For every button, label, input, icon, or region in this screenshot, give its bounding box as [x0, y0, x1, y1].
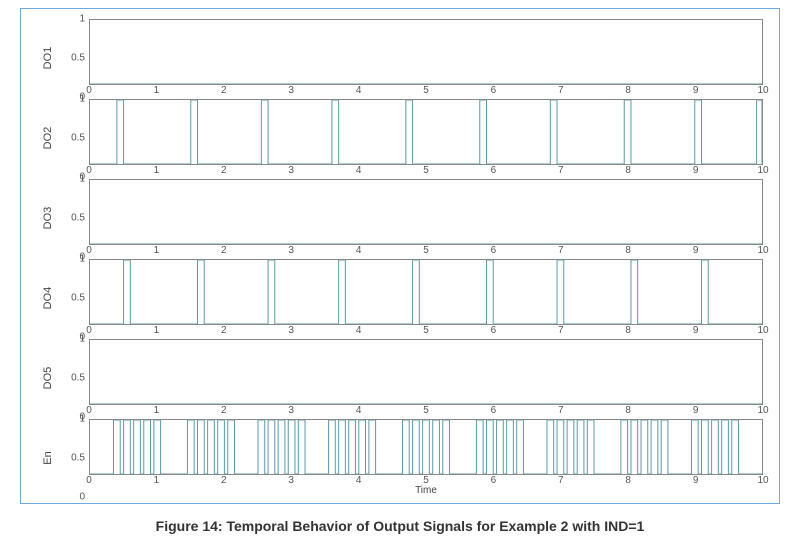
x-tick-labels: 012345678910 — [89, 85, 763, 97]
chart-area — [89, 99, 763, 165]
signal-panel: DO300.51012345678910 — [31, 179, 763, 257]
x-tick-labels: 012345678910 — [89, 405, 763, 417]
x-tick-labels: 012345678910 — [89, 245, 763, 257]
signal-panel: DO100.51012345678910 — [31, 19, 763, 97]
signal-panel: DO200.51012345678910 — [31, 99, 763, 177]
figure-container: DO100.51012345678910DO200.51012345678910… — [20, 8, 780, 504]
chart-column: 012345678910Time — [89, 419, 763, 497]
chart-area — [89, 419, 763, 475]
chart-area — [89, 19, 763, 85]
x-tick-labels: 012345678910 — [89, 475, 763, 487]
signal-panel: DO400.51012345678910 — [31, 259, 763, 337]
chart-column: 012345678910 — [89, 259, 763, 337]
chart-column: 012345678910 — [89, 19, 763, 97]
chart-column: 012345678910 — [89, 339, 763, 417]
x-tick-labels: 012345678910 — [89, 325, 763, 337]
chart-column: 012345678910 — [89, 99, 763, 177]
x-tick-labels: 012345678910 — [89, 165, 763, 177]
chart-column: 012345678910 — [89, 179, 763, 257]
signal-panel: DO500.51012345678910 — [31, 339, 763, 417]
chart-area — [89, 339, 763, 405]
figure-caption: Figure 14: Temporal Behavior of Output S… — [20, 504, 780, 534]
chart-area — [89, 259, 763, 325]
chart-area — [89, 179, 763, 245]
signal-panel: En00.51012345678910Time — [31, 419, 763, 497]
